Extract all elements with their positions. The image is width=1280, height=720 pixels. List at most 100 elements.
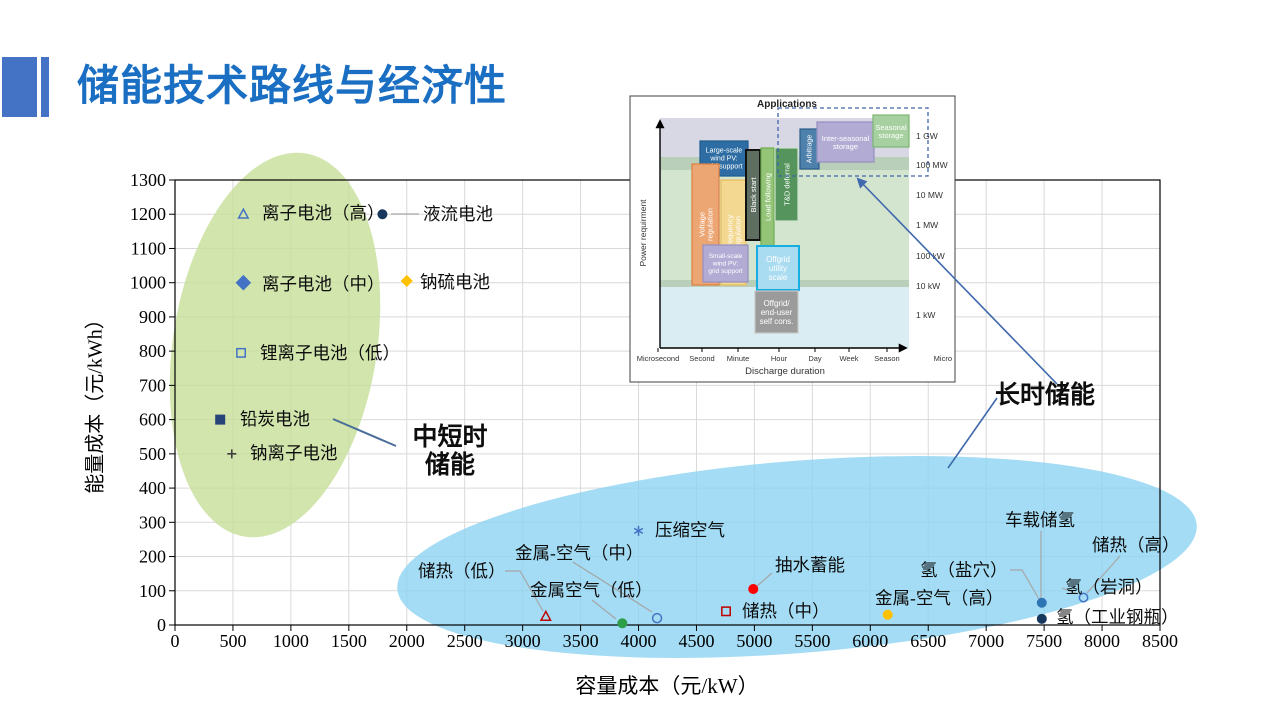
x-tick-label: 1000 [273, 631, 309, 651]
annotation-short-duration: 中短时 储能 [412, 423, 488, 479]
inset-box-black-start [745, 149, 761, 241]
inset-box-label-large-scale-wind-pv: Large-scale wind PV: grid support [706, 147, 743, 170]
x-tick-label: 0 [171, 631, 180, 651]
axis-ticks [169, 179, 1161, 631]
inset-box-label-line: Black start [749, 177, 758, 213]
label-li-ion-high: 离子电池（高） [262, 203, 385, 223]
marker-compressed-air [633, 525, 644, 536]
label-metal-air-low: 金属空气（低） [530, 580, 653, 600]
inset-box-label-offgrid-utility-scale: Offgrid utility scale [766, 255, 790, 282]
inset-box-label-line: grid support [708, 267, 743, 274]
x-tick-label: 5000 [736, 631, 772, 651]
leader-thermal-high [1086, 555, 1121, 594]
inset-box-label-line: Inter-seasonal [822, 133, 870, 142]
inset-box-offgrid-utility-scale [756, 245, 800, 291]
inset-box-label-line: Load following [763, 173, 772, 221]
label-li-ion-low: 锂离子电池（低） [260, 343, 400, 363]
x-tick-label: 7500 [1026, 631, 1062, 651]
marker-na-ion [227, 449, 237, 459]
applications-inset: Large-scale wind PV: grid support Voltagere… [629, 95, 956, 383]
label-thermal-high: 储热（高） [1092, 535, 1180, 555]
inset-power-label: 1 GW [916, 131, 938, 141]
inset-box-label-line: wind PV: [712, 260, 739, 267]
inset-duration-label: Minute [727, 354, 750, 363]
marker-metal-air-mid [651, 612, 663, 624]
inset-box-offgrid-end-user [754, 290, 799, 334]
leader-thermal-low [505, 570, 544, 612]
label-h2-rock-cavern: 氢（岩洞） [1065, 577, 1153, 597]
x-axis-title: 容量成本（元/kW） [575, 674, 759, 698]
x-tick-label: 8000 [1084, 631, 1120, 651]
leader-h2-rock-cavern [1061, 587, 1079, 595]
leader-pumped-hydro [756, 572, 773, 587]
inset-duration-label: Second [689, 354, 714, 363]
y-tick-label: 800 [139, 341, 166, 361]
y-axis-title: 能量成本（元/kWh） [84, 309, 107, 494]
x-tick-label: 8500 [1142, 631, 1178, 651]
y-tick-label: 100 [139, 581, 166, 601]
x-tick-label: 6500 [910, 631, 946, 651]
inset-duration-label: Microsecond [637, 354, 680, 363]
marker-flow-battery [377, 209, 388, 220]
x-tick-label: 4500 [678, 631, 714, 651]
tick-labels: 0 500 1000 1500 2000 2500 3000 3500 4000 4500 5000… [130, 170, 1178, 651]
marker-li-ion-low [236, 347, 247, 358]
inset-power-label: 100 kW [916, 251, 945, 261]
y-tick-label: 200 [139, 547, 166, 567]
inset-box-label-line: Offgrid [766, 255, 790, 264]
inset-box-label-td-deferral: T&D deferral [782, 163, 791, 206]
label-lead-carbon: 铅炭电池 [240, 409, 310, 429]
long-duration-connector [947, 397, 998, 469]
inset-box-label-line: storage [878, 131, 903, 140]
y-tick-label: 1300 [130, 170, 166, 190]
title-accent-bar [41, 57, 49, 117]
short-duration-region-ellipse [169, 152, 381, 538]
page-title: 储能技术路线与经济性 [77, 64, 508, 110]
leader-h2-salt-cavern [1010, 569, 1040, 600]
inset-box-label-line: grid support [706, 163, 743, 170]
label-na-s-battery: 钠硫电池 [420, 272, 490, 292]
inset-duration-label: Week [839, 354, 858, 363]
label-h2-cylinder: 氢（工业钢瓶） [1056, 607, 1179, 627]
inset-x-axis-title: Discharge duration [745, 366, 825, 377]
leader-lines [391, 213, 1121, 620]
marker-h2-rock-cavern [1078, 592, 1089, 603]
label-thermal-low: 储热（低） [418, 561, 506, 581]
inset-box-label-inter-seasonal-storage: Inter-seasonal storage [822, 133, 870, 150]
label-compressed-air: 压缩空气 [655, 520, 725, 540]
label-vehicle-h2: 车载储氢 [1005, 510, 1075, 530]
inset-box-label-seasonal-storage: Seasonal storage [875, 122, 907, 139]
inset-power-label: 100 MW [916, 160, 948, 170]
title-accent-square [2, 57, 37, 117]
long-duration-region-ellipse [397, 456, 1197, 658]
inset-box-label-line: Seasonal [875, 122, 907, 131]
y-tick-label: 700 [139, 375, 166, 395]
inset-box-label-line: regulation [705, 208, 714, 241]
long-duration-arrow [856, 177, 1058, 385]
inset-dashed-region [777, 107, 929, 177]
y-tick-label: 1200 [130, 204, 166, 224]
marker-h2-cylinder [1036, 613, 1047, 624]
inset-title: Applications [757, 99, 817, 110]
y-tick-label: 1100 [131, 238, 166, 258]
x-tick-label: 4000 [621, 631, 657, 651]
label-metal-air-high: 金属-空气（高） [875, 588, 1003, 608]
inset-box-label-line: Arbitrage [806, 135, 813, 164]
inset-box-label-line: Voltage [697, 212, 706, 237]
y-tick-label: 500 [139, 444, 166, 464]
inset-box-label-line: scale [769, 272, 788, 281]
inset-power-label: 10 MW [916, 190, 943, 200]
short-duration-connector [332, 418, 397, 447]
inset-box-label-small-scale-wind-pv: Small-scale wind PV: grid support [708, 253, 743, 275]
marker-thermal-mid [721, 606, 731, 617]
y-tick-label: 0 [157, 615, 166, 635]
y-tick-label: 600 [139, 410, 166, 430]
y-tick-label: 400 [139, 478, 166, 498]
y-tick-label: 900 [139, 307, 166, 327]
label-li-ion-mid: 离子电池（中） [262, 274, 385, 294]
label-h2-salt-cavern: 氢（盐穴） [920, 560, 1008, 580]
marker-li-ion-mid [235, 274, 252, 291]
inset-box-label-line: T&D deferral [782, 163, 791, 206]
x-tick-label: 6000 [852, 631, 888, 651]
